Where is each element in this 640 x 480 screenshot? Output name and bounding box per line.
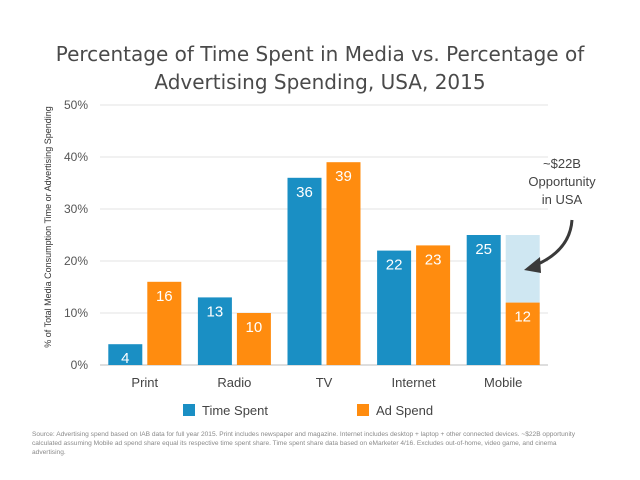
- data-label: 25: [475, 241, 492, 258]
- data-label: 16: [156, 288, 173, 305]
- source-note: Source: Advertising spend based on IAB d…: [32, 431, 576, 456]
- x-tick-label: Print: [131, 375, 158, 390]
- chart-title: Percentage of Time Spent in Media vs. Pe…: [0, 40, 640, 96]
- y-tick-label: 0%: [71, 358, 89, 372]
- data-label: 4: [121, 350, 129, 367]
- opportunity-label: Opportunity: [528, 174, 596, 189]
- bar-time-spent: [197, 297, 232, 365]
- data-label: 36: [296, 184, 313, 201]
- bar-time-spent: [377, 250, 412, 365]
- x-tick-label: Mobile: [484, 375, 522, 390]
- opportunity-arrow: [535, 219, 574, 267]
- y-axis-label: % of Total Media Consumption Time or Adv…: [43, 106, 53, 347]
- bar-time-spent: [466, 235, 501, 365]
- bar-ad-spend: [147, 281, 182, 365]
- bar-ad-spend: [505, 302, 540, 365]
- bar-time-spent: [108, 344, 143, 365]
- data-label: 13: [207, 303, 224, 320]
- bar-ad-spend: [416, 245, 451, 365]
- x-tick-label: Radio: [217, 375, 251, 390]
- bar-ad-spend: [326, 162, 361, 365]
- opportunity-arrow-head: [524, 257, 541, 273]
- data-label: 10: [246, 319, 263, 336]
- legend-label: Time Spent: [202, 403, 268, 418]
- chart-title-line-2: Advertising Spending, USA, 2015: [154, 70, 486, 94]
- legend-swatch: [357, 404, 369, 416]
- opportunity-label: in USA: [542, 192, 583, 207]
- y-tick-label: 10%: [64, 306, 88, 320]
- data-label: 22: [386, 257, 403, 274]
- x-tick-label: Internet: [392, 375, 436, 390]
- chart-title-line-1: Percentage of Time Spent in Media vs. Pe…: [55, 42, 585, 66]
- x-tick-label: TV: [316, 375, 333, 390]
- data-label: 23: [425, 251, 442, 268]
- bar-ad-spend: [236, 313, 271, 365]
- legend-swatch: [183, 404, 195, 416]
- y-tick-label: 30%: [64, 202, 88, 216]
- bar-time-spent: [287, 177, 322, 365]
- data-label: 12: [514, 309, 531, 326]
- y-tick-label: 40%: [64, 150, 88, 164]
- legend-label: Ad Spend: [376, 403, 433, 418]
- opportunity-label: ~$22B: [543, 156, 581, 171]
- y-tick-label: 20%: [64, 254, 88, 268]
- data-label: 39: [335, 168, 352, 185]
- y-tick-label: 50%: [64, 98, 88, 112]
